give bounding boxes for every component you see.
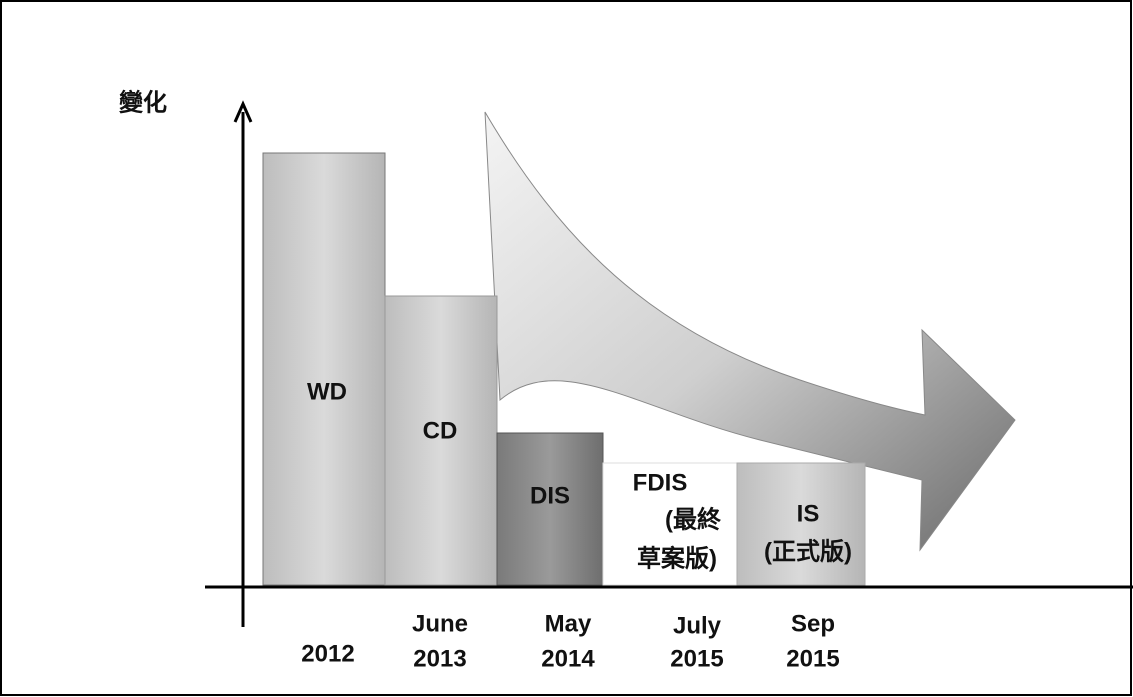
diagram: 變化 WD CD DIS FDIS (最終 草案版) IS (正式版) 2012… xyxy=(0,0,1133,697)
stage-name: DIS xyxy=(530,482,570,509)
stage-date: 2015 xyxy=(670,645,723,672)
stage-date: July xyxy=(673,612,722,639)
stage-name: IS xyxy=(797,500,820,527)
stage-note: (正式版) xyxy=(764,538,852,565)
stage-name: CD xyxy=(423,417,458,444)
stage-note: 草案版) xyxy=(637,544,717,572)
stage-date: May xyxy=(545,610,592,637)
stage-date: 2012 xyxy=(301,640,354,667)
stage-date: Sep xyxy=(791,610,835,637)
stage-date: June xyxy=(412,610,468,637)
stage-bar xyxy=(263,153,385,585)
stage-date: 2013 xyxy=(413,645,466,672)
stage-date: 2014 xyxy=(541,645,595,672)
stage-note: (最終 xyxy=(665,505,722,533)
stage-name: FDIS xyxy=(633,469,688,496)
axis-label: 變化 xyxy=(119,88,167,116)
stage-name: WD xyxy=(307,378,347,405)
stage-date: 2015 xyxy=(786,645,839,672)
page: 變化 WD CD DIS FDIS (最終 草案版) IS (正式版) 2012… xyxy=(0,0,1133,697)
